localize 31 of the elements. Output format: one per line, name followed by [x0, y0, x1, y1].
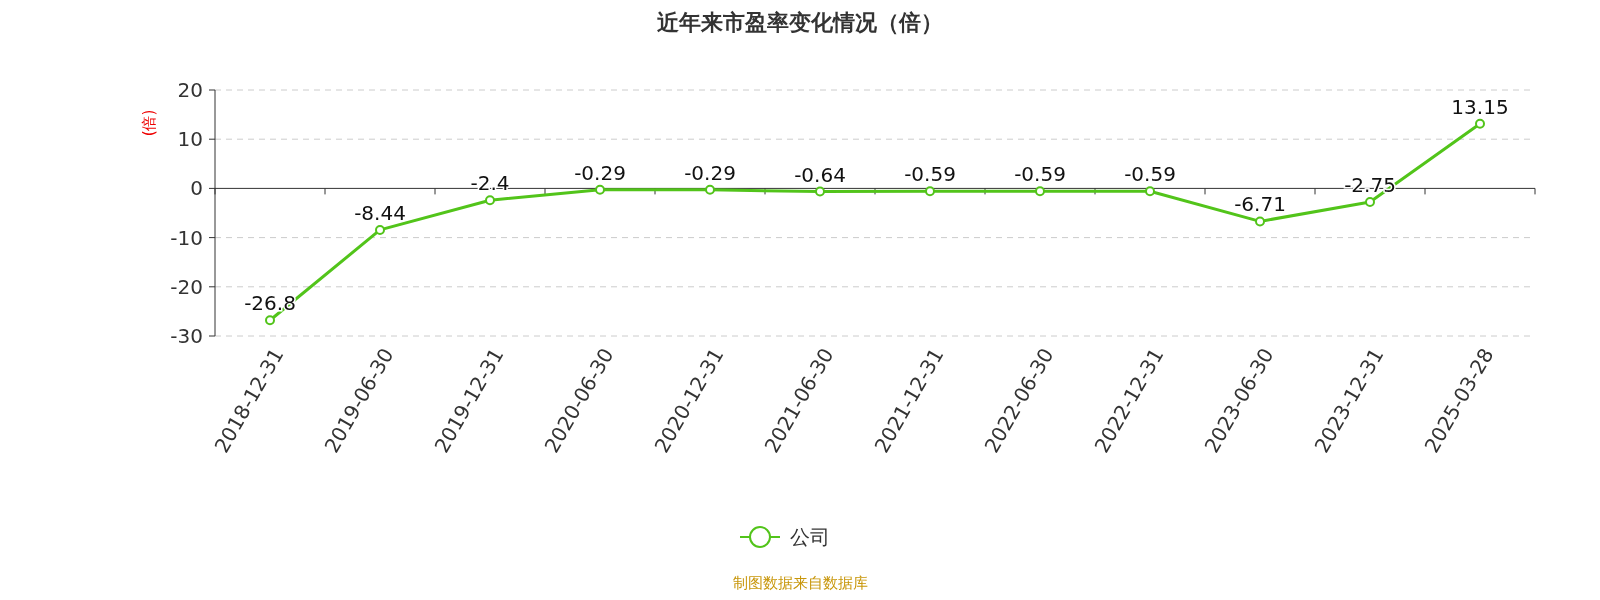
data-label: -0.64	[794, 162, 846, 187]
y-tick-label: -30	[170, 324, 203, 348]
point	[1365, 196, 1375, 207]
data-label: -0.29	[684, 160, 736, 185]
y-tick-label: -10	[170, 225, 203, 250]
y-tick-label: -20	[170, 274, 203, 299]
data-label: -0.59	[1124, 162, 1176, 187]
data-label: -6.71	[1234, 192, 1286, 217]
point	[265, 315, 275, 326]
point	[595, 184, 605, 195]
data-label: 13.15	[1451, 94, 1509, 119]
point	[925, 186, 935, 197]
point	[1035, 186, 1045, 197]
legend-label: 公司	[790, 525, 830, 549]
y-tick-label: 10	[177, 127, 203, 152]
y-axis-title: (倍)	[140, 109, 158, 137]
y-tick-label: 20	[177, 78, 203, 102]
chart-title: 近年来市盈率变化情况（倍）	[656, 10, 943, 35]
point	[485, 195, 495, 206]
y-tick-label: 0	[190, 176, 203, 201]
point	[375, 224, 385, 235]
point	[1145, 186, 1155, 197]
data-label: -8.44	[354, 200, 406, 225]
data-label: -0.59	[904, 162, 956, 187]
point	[1255, 216, 1265, 227]
point	[815, 186, 825, 197]
data-label: -0.29	[574, 160, 626, 185]
text: 制图数据来自数据库	[732, 574, 868, 592]
point	[1475, 118, 1485, 129]
point	[705, 184, 715, 195]
data-label: -0.59	[1014, 162, 1066, 187]
